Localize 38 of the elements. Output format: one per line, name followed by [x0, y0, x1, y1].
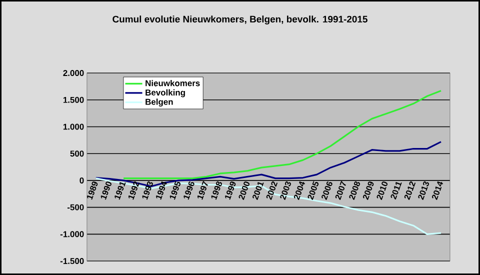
legend-label: Nieuwkomers: [146, 80, 200, 86]
y-tick-label: -500: [67, 204, 84, 210]
x-tick-label: 1993: [142, 181, 153, 200]
x-tick-label: 2007: [335, 180, 346, 200]
x-tick-label: 2003: [280, 181, 291, 200]
x-tick-label: 2001: [252, 182, 264, 200]
x-tick-label: 1995: [170, 181, 181, 200]
x-tick-label: 2002: [266, 181, 278, 200]
x-tick-label: 2005: [308, 181, 319, 200]
x-tick-label: 2000: [238, 182, 250, 200]
x-tick-label: 2013: [418, 181, 429, 200]
legend-label: Bevolking: [146, 89, 185, 98]
x-tick-label: 2010: [376, 182, 388, 200]
x-tick-label: 1990: [100, 182, 112, 200]
x-tick-label: 2004: [294, 181, 306, 200]
x-tick-label: 2014: [432, 181, 444, 200]
x-tick-label: 1992: [128, 181, 140, 200]
y-tick-label: 1.500: [63, 96, 84, 103]
x-tick-label: 1999: [225, 182, 236, 200]
x-tick-label: 2012: [404, 181, 416, 200]
x-tick-label: 1989: [87, 182, 98, 200]
chart-title: Cumul evolutie Nieuwkomers, Belgen, bevolk. 1991-2015: [112, 16, 368, 24]
x-tick-label: 2008: [349, 181, 360, 200]
y-tick-label: -1.500: [60, 258, 84, 264]
y-tick-label: 500: [70, 150, 84, 157]
y-tick-label: 1.000: [63, 124, 84, 130]
legend-label: Belgen: [146, 98, 173, 107]
y-tick-label: -1.000: [60, 231, 84, 238]
x-tick-label: 2006: [322, 181, 332, 200]
y-tick-label: 2.000: [63, 70, 84, 76]
x-tick-label: 1991: [114, 182, 126, 200]
x-tick-label: 1994: [156, 181, 167, 200]
x-tick-label: 1998: [211, 181, 222, 200]
x-tick-label: 2011: [390, 182, 402, 200]
y-tick-label: 0: [80, 177, 84, 184]
x-tick-label: 1996: [184, 181, 194, 200]
x-tick-label: 2009: [362, 182, 374, 200]
x-tick-label: 1997: [197, 180, 208, 200]
